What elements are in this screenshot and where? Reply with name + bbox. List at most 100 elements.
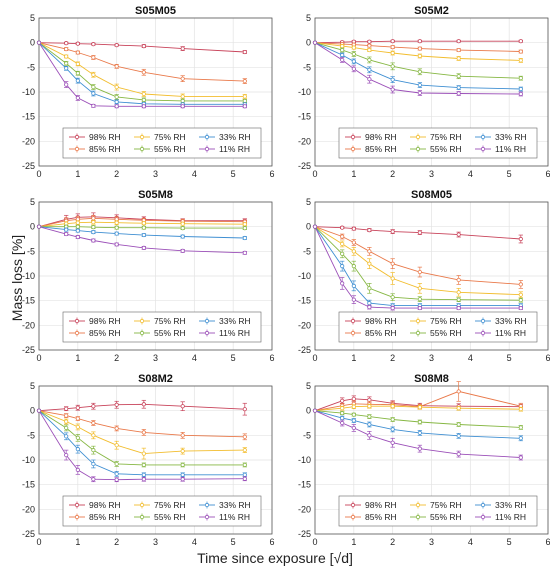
data-point	[417, 286, 422, 291]
data-point	[390, 404, 395, 409]
legend-label: 11% RH	[495, 144, 526, 154]
data-point	[417, 53, 422, 59]
data-point	[242, 235, 247, 241]
data-point	[141, 472, 146, 477]
data-point	[180, 477, 185, 482]
data-point	[91, 229, 96, 235]
legend-label: 75% RH	[430, 132, 462, 142]
legend-label: 85% RH	[365, 328, 397, 338]
data-point	[75, 71, 80, 76]
legend-label: 11% RH	[219, 144, 250, 154]
legend-swatch-marker	[74, 318, 80, 324]
series-line	[314, 410, 521, 458]
chart-title: S08M2	[138, 373, 173, 385]
data-point	[242, 462, 247, 468]
data-point	[340, 44, 345, 49]
legend-label: 55% RH	[430, 512, 462, 522]
legend-label: 75% RH	[154, 500, 186, 510]
data-point	[114, 84, 119, 90]
data-point	[180, 472, 185, 477]
data-point	[351, 396, 356, 401]
legend-box	[62, 495, 262, 527]
legend-swatch-marker	[480, 502, 486, 508]
data-point	[141, 97, 146, 102]
data-point	[312, 40, 318, 45]
data-point	[367, 433, 372, 438]
data-point	[141, 451, 146, 456]
x-tick-label: 2	[114, 537, 119, 547]
y-tick-label: 0	[306, 406, 311, 416]
data-point	[312, 224, 318, 229]
x-tick-label: 6	[269, 537, 274, 547]
y-tick-label: -15	[298, 480, 311, 490]
data-point	[141, 402, 146, 407]
data-point	[367, 286, 372, 291]
data-point	[242, 49, 247, 55]
x-tick-label: 4	[192, 353, 197, 363]
legend-label: 11% RH	[495, 328, 526, 338]
x-tick-label: 0	[36, 353, 41, 363]
data-point	[417, 230, 422, 235]
legend-label: 11% RH	[219, 328, 250, 338]
y-tick-label: -25	[22, 161, 35, 171]
data-point	[114, 477, 119, 482]
data-point	[367, 414, 372, 419]
x-tick-label: 2	[390, 537, 395, 547]
legend-swatch-marker	[480, 134, 486, 140]
data-point	[417, 405, 422, 410]
x-tick-label: 3	[429, 169, 434, 179]
legend-label: 75% RH	[430, 500, 462, 510]
data-point	[340, 420, 345, 426]
x-tick-label: 2	[114, 169, 119, 179]
plot-frame	[38, 17, 273, 167]
y-tick-label: 5	[306, 381, 311, 391]
data-point	[518, 455, 523, 460]
legend-label: 55% RH	[430, 144, 462, 154]
x-tick-label: 3	[153, 537, 158, 547]
x-tick-label: 5	[231, 353, 236, 363]
data-point	[180, 449, 185, 454]
data-point	[75, 78, 80, 83]
legend-swatch-marker	[74, 134, 80, 140]
data-point	[417, 269, 422, 275]
data-point	[340, 264, 345, 269]
data-point	[141, 104, 146, 109]
y-tick-label: -20	[298, 320, 311, 330]
legend-swatch-marker	[415, 330, 421, 336]
data-point	[351, 240, 356, 245]
y-tick-label: -15	[22, 112, 35, 122]
data-point	[141, 232, 146, 238]
legend-swatch-marker	[415, 146, 421, 152]
x-tick-label: 5	[507, 537, 512, 547]
data-point	[456, 91, 461, 96]
data-point	[64, 434, 69, 439]
y-tick-label: 5	[30, 197, 35, 207]
data-point	[64, 61, 69, 66]
y-tick-label: 5	[30, 381, 35, 391]
data-point	[180, 433, 185, 438]
data-point	[180, 234, 185, 239]
y-tick-label: -10	[298, 271, 311, 281]
y-tick-label: -5	[27, 430, 35, 440]
chart-title: S05M2	[414, 5, 449, 17]
data-point	[91, 84, 96, 90]
data-point	[141, 430, 146, 435]
data-point	[367, 422, 372, 427]
legend-label: 33% RH	[219, 500, 251, 510]
data-point	[114, 94, 119, 100]
x-tick-label: 0	[36, 169, 41, 179]
legend-label: 11% RH	[219, 512, 250, 522]
legend-swatch-marker	[204, 502, 210, 508]
data-point	[180, 98, 185, 103]
legend-swatch-marker	[415, 134, 421, 140]
data-point	[114, 64, 119, 69]
chart-title: S05M8	[138, 189, 173, 201]
chart-title: S08M05	[411, 189, 452, 201]
x-tick-label: 6	[269, 353, 274, 363]
data-point	[64, 54, 69, 59]
legend-label: 85% RH	[365, 512, 397, 522]
data-point	[91, 461, 96, 467]
y-tick-label: -20	[22, 504, 35, 514]
data-point	[64, 452, 69, 458]
data-point	[390, 417, 395, 422]
